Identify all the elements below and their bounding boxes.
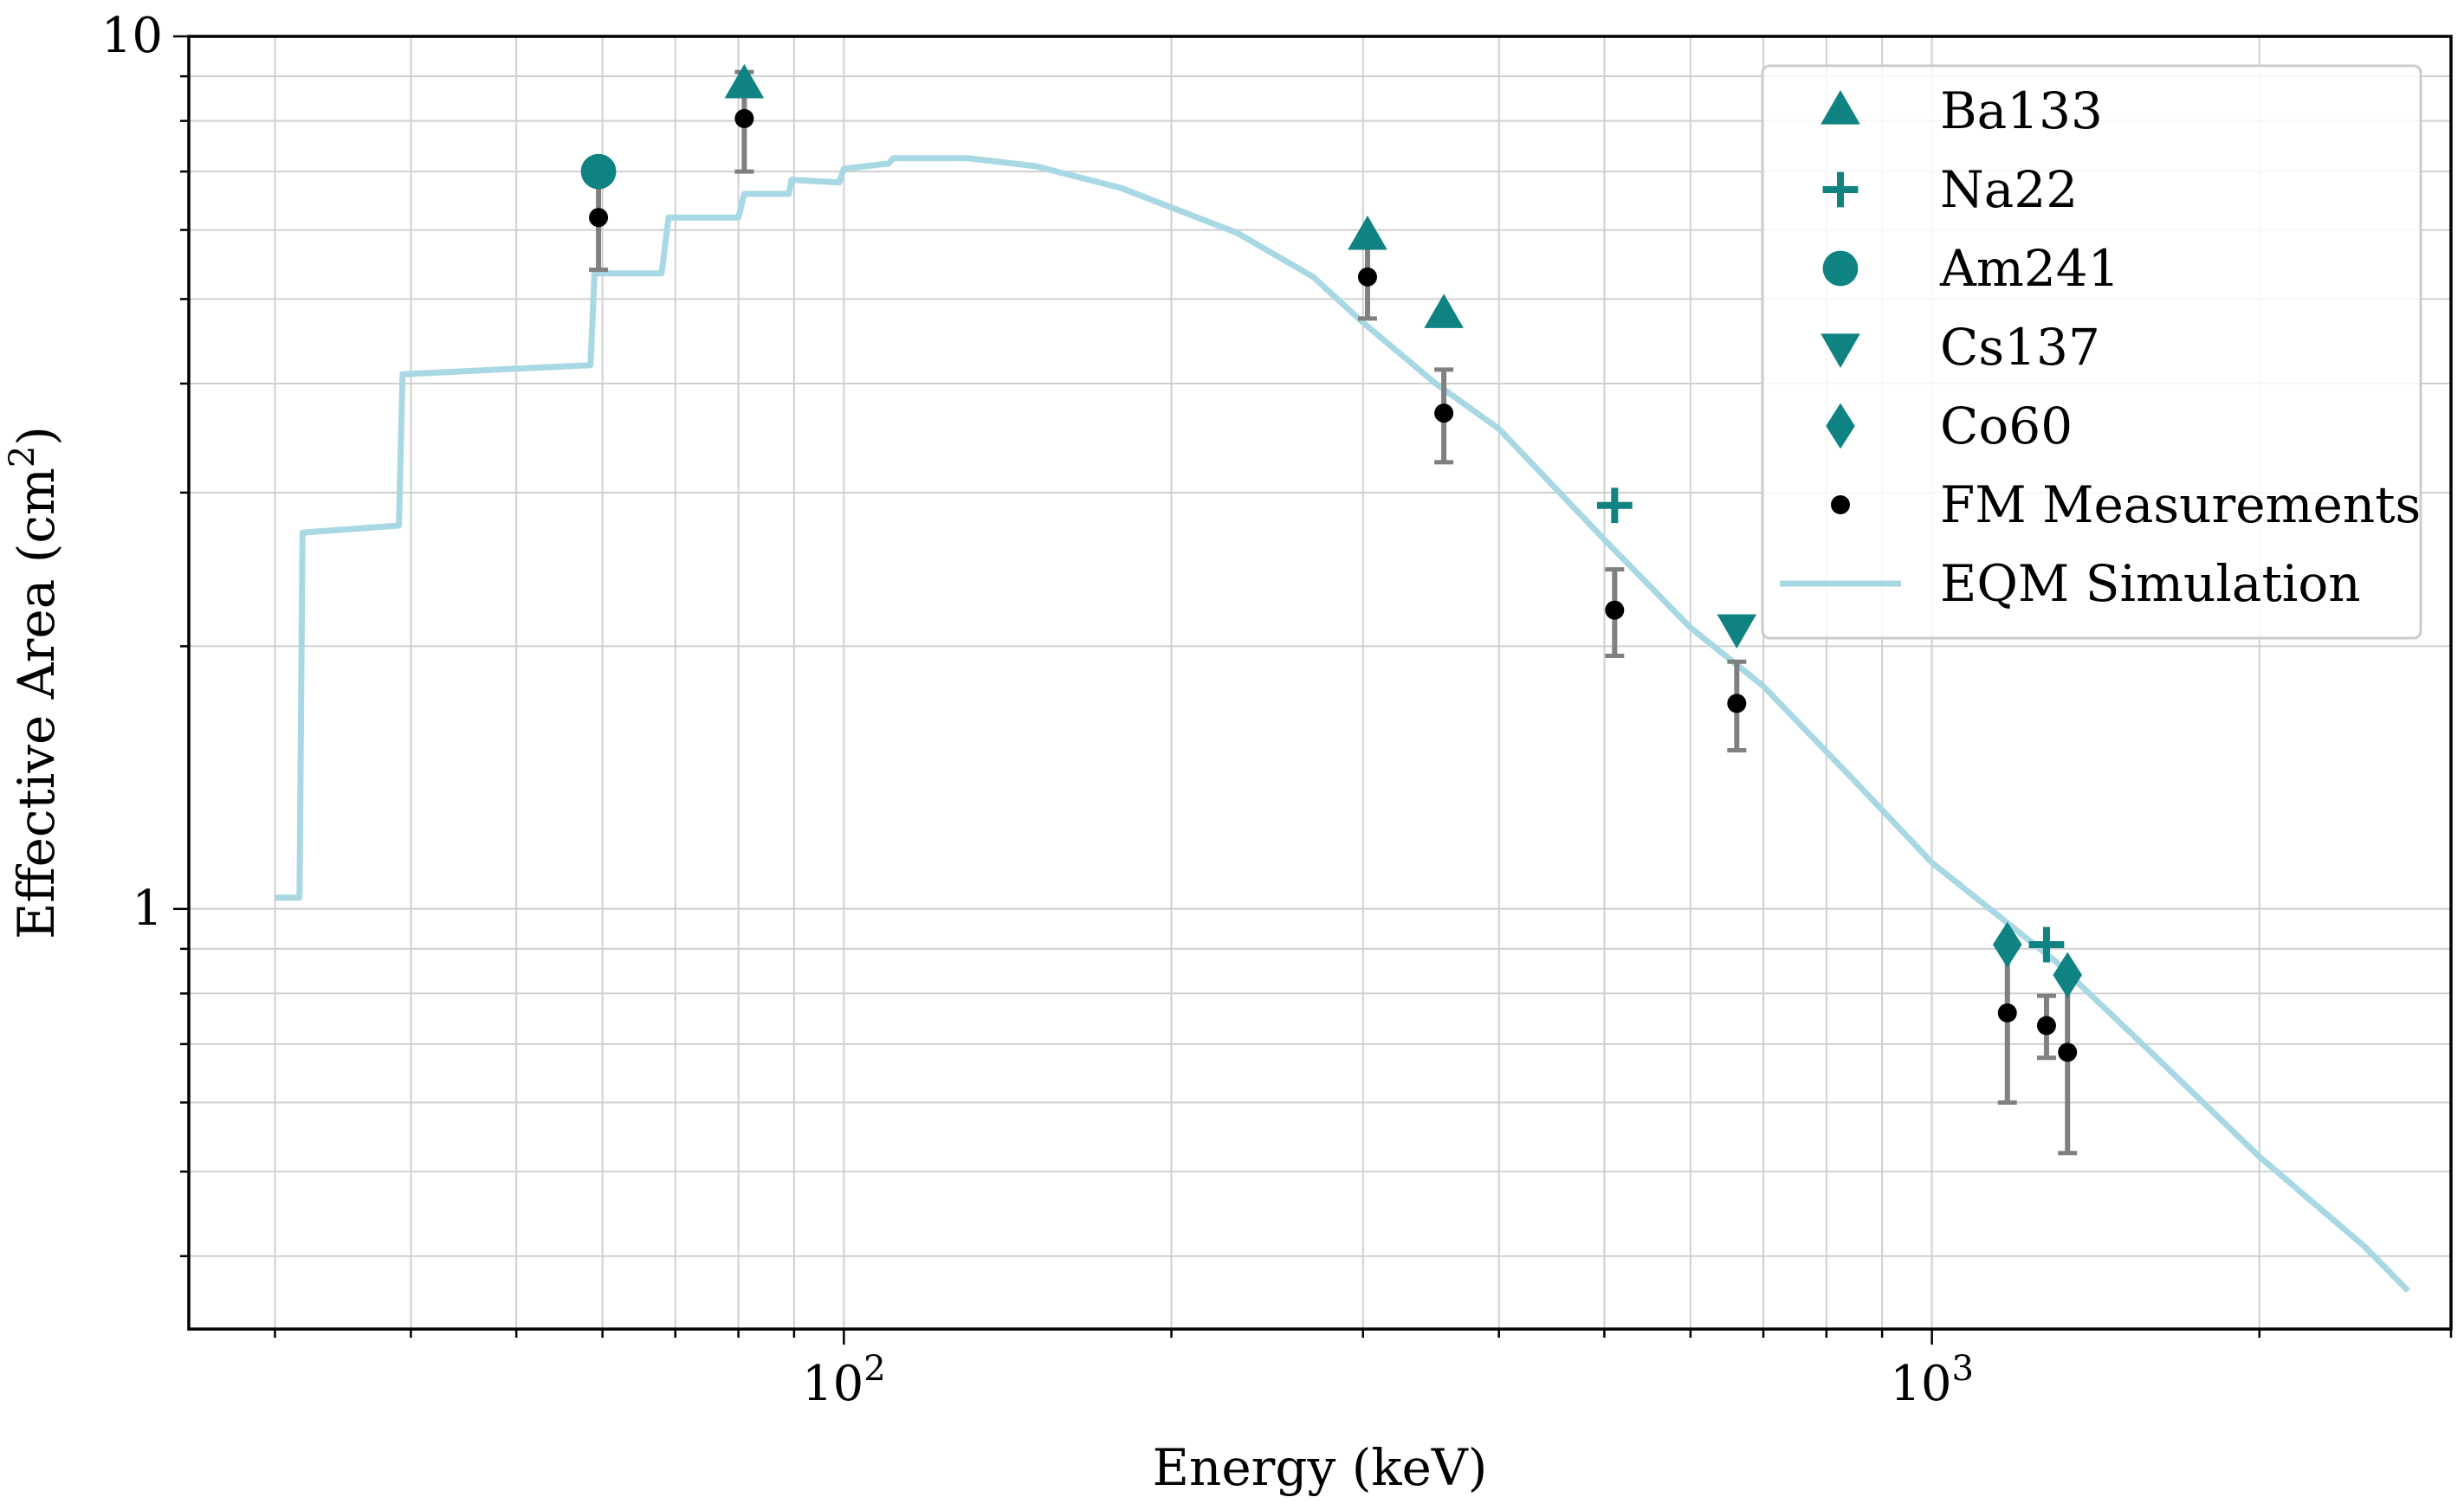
legend-label: Na22 xyxy=(1940,160,2078,219)
legend-label: Cs137 xyxy=(1940,318,2100,377)
ba133-marker xyxy=(724,63,765,99)
legend-item-fm-measurements: FM Measurements xyxy=(1831,475,2421,534)
simulation-layer xyxy=(275,155,2410,1294)
legend-box xyxy=(1761,64,2422,640)
legend-label: Ba133 xyxy=(1940,81,2103,140)
legend-label: EQM Simulation xyxy=(1940,554,2361,613)
fm-measurement-point xyxy=(1727,694,1747,713)
cs137-marker xyxy=(1717,614,1757,649)
fm-measurement-point xyxy=(1997,1003,2017,1023)
legend-item-am241: Am241 xyxy=(1822,239,2120,298)
y-axis-label-main: Effective Area (cm xyxy=(7,468,66,939)
x-axis-label: Energy (keV) xyxy=(1153,1438,1488,1497)
na22-marker xyxy=(1596,487,1633,524)
legend-item-na22: Na22 xyxy=(1822,160,2078,219)
legend-label: FM Measurements xyxy=(1940,475,2421,534)
fm-measurement-point xyxy=(734,108,754,128)
na22-marker xyxy=(2028,926,2065,963)
y-axis-label-sup: 2 xyxy=(3,446,42,468)
legend-marker xyxy=(1831,495,1850,514)
y-axis-label-close: ) xyxy=(7,426,66,446)
fm-measurement-point xyxy=(1434,403,1454,423)
y-tick-label: 10 xyxy=(101,8,163,64)
legend-label: Co60 xyxy=(1940,397,2073,455)
co60-marker xyxy=(1992,921,2022,968)
ba133-marker xyxy=(1348,215,1387,250)
x-tick-label-exponent: 2 xyxy=(863,1349,885,1389)
x-tick-label-base: 10 xyxy=(802,1356,863,1412)
y-tick-label: 1 xyxy=(132,881,163,937)
x-tick-label-exponent: 3 xyxy=(1952,1349,1974,1389)
legend-marker xyxy=(1821,333,1860,368)
legend-marker xyxy=(1822,171,1859,208)
legend: Ba133 Na22 Am241 Cs137 Co60 FM Measurements EQ… xyxy=(1761,64,2422,640)
marker-layer xyxy=(580,63,2083,1062)
eqm-simulation-line xyxy=(275,155,2410,1294)
legend-item-co60: Co60 xyxy=(1826,397,2073,455)
legend-marker xyxy=(1826,403,1855,449)
x-tick-label: 103 xyxy=(1890,1349,1974,1412)
fm-measurement-point xyxy=(589,208,609,228)
x-tick-label: 102 xyxy=(802,1349,886,1412)
fm-measurement-point xyxy=(2036,1016,2056,1036)
legend-marker xyxy=(1822,250,1859,287)
legend-label: Am241 xyxy=(1939,239,2120,298)
fm-measurement-point xyxy=(2058,1042,2078,1062)
am241-marker xyxy=(580,153,617,190)
axis-ticks xyxy=(173,35,2453,1345)
co60-marker xyxy=(2053,952,2083,998)
ba133-marker xyxy=(1424,294,1464,328)
fm-measurement-point xyxy=(1357,267,1377,287)
plot-frame xyxy=(187,35,2453,1331)
legend-item-cs137: Cs137 xyxy=(1821,318,2100,377)
legend-marker xyxy=(1821,90,1860,125)
legend-item-eqm-simulation: EQM Simulation xyxy=(1780,554,2361,613)
fm-measurement-point xyxy=(1605,600,1625,620)
x-tick-label-base: 10 xyxy=(1890,1356,1951,1412)
y-axis-label: Effective Area (cm2) xyxy=(3,426,66,939)
legend-item-ba133: Ba133 xyxy=(1821,81,2103,140)
